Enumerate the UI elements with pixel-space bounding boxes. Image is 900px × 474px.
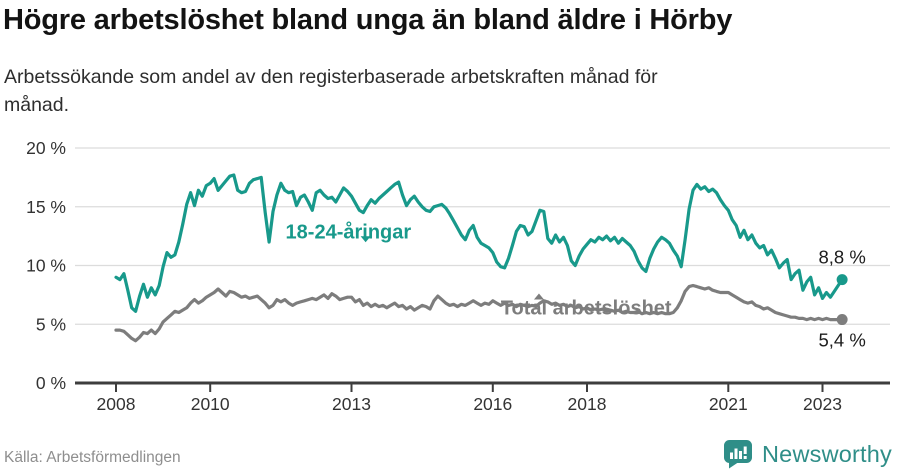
x-axis-label: 2008 (97, 394, 136, 414)
x-axis-label: 2010 (191, 394, 230, 414)
series-label-caret-young (360, 236, 371, 243)
x-axis-label: 2013 (332, 394, 371, 414)
series-line-total (114, 283, 844, 343)
chart-subtitle: Arbetssökande som andel av den registerb… (4, 63, 658, 119)
y-axis-label: 5 % (36, 314, 66, 334)
x-axis-label: 2021 (709, 394, 748, 414)
newsworthy-bubble-barchart-icon (724, 440, 753, 469)
newsworthy-wordmark: Newsworthy (762, 440, 892, 467)
subtitle-line-1: Arbetssökande som andel av den registerb… (4, 66, 658, 88)
newsworthy-logo: Newsworthy (722, 438, 892, 470)
series-label-young: 18-24-åringar (286, 220, 412, 243)
x-axis-label: 2016 (473, 394, 512, 414)
end-value-label-young: 8,8 % (818, 247, 865, 268)
series-line-young (114, 173, 844, 313)
end-dot-young (836, 274, 848, 286)
x-axis-label: 2018 (568, 394, 607, 414)
chart-title: Högre arbetslöshet bland unga än bland ä… (3, 4, 733, 36)
y-axis-label: 20 % (26, 138, 66, 158)
series-label-caret-total (533, 293, 544, 300)
y-axis-label: 10 % (26, 256, 66, 276)
end-value-label-total: 5,4 % (818, 330, 865, 351)
x-axis-label: 2023 (803, 394, 842, 414)
series-label-total: Total arbetslöshet (501, 297, 672, 319)
subtitle-line-2: månad. (4, 94, 70, 116)
y-axis-label: 15 % (26, 197, 66, 217)
source-credit: Källa: Arbetsförmedlingen (4, 449, 181, 466)
end-dot-total (836, 314, 848, 326)
y-axis-label: 0 % (36, 373, 66, 393)
